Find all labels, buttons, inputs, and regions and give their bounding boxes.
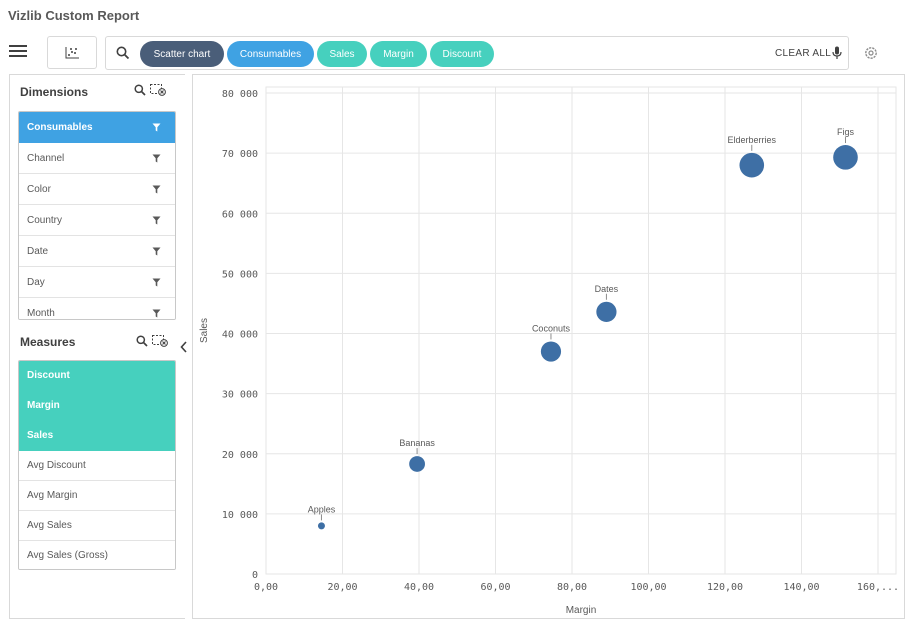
selection-pill[interactable]: Sales <box>317 41 367 67</box>
measure-item-label: Avg Sales (Gross) <box>27 550 108 561</box>
measure-item[interactable]: Sales <box>19 421 175 451</box>
measure-item[interactable]: Avg Sales <box>19 511 175 541</box>
dimension-item[interactable]: Channel <box>19 143 175 174</box>
x-tick-label: 40,00 <box>404 582 434 593</box>
scatter-point[interactable] <box>739 152 765 178</box>
clear-selection-icon[interactable] <box>150 84 166 96</box>
clear-all-button[interactable]: CLEAR ALL <box>775 48 832 59</box>
measure-item-label: Avg Margin <box>27 490 78 501</box>
scatter-chart-icon <box>65 46 79 58</box>
y-tick-label: 0 <box>252 570 258 581</box>
search-icon[interactable] <box>116 46 130 65</box>
search-icon[interactable] <box>134 84 146 96</box>
x-tick-label: 140,00 <box>783 582 819 593</box>
dimension-item-label: Color <box>27 183 51 195</box>
search-icon[interactable] <box>136 335 148 347</box>
filter-icon[interactable] <box>152 154 161 163</box>
measure-item-label: Margin <box>27 400 60 411</box>
dimensions-list: Consumables Channel Color Country Date Day Mon… <box>18 111 176 320</box>
scatter-chart: 0 10 000 20 000 30 000 40 000 50 000 60 000 70 … <box>192 74 905 619</box>
measure-item[interactable]: Avg Margin <box>19 481 175 511</box>
filter-icon[interactable] <box>152 278 161 287</box>
dimension-item-label: Day <box>27 276 45 288</box>
measure-item-label: Discount <box>27 370 70 381</box>
gear-icon[interactable] <box>863 45 879 66</box>
filter-icon[interactable] <box>152 123 161 132</box>
selection-pill[interactable]: Consumables <box>227 41 314 67</box>
scatter-point[interactable] <box>596 301 617 322</box>
dimension-item[interactable]: Consumables <box>19 112 175 143</box>
dimension-item[interactable]: Day <box>19 267 175 298</box>
hamburger-menu-icon[interactable] <box>9 42 27 60</box>
x-tick-label: 160,... <box>857 582 899 593</box>
dimension-item[interactable]: Color <box>19 174 175 205</box>
y-tick-label: 30 000 <box>222 390 258 401</box>
microphone-icon[interactable] <box>832 46 842 65</box>
dimension-item-label: Month <box>27 307 55 319</box>
x-tick-label: 0,00 <box>254 582 278 593</box>
selection-pill[interactable]: Discount <box>430 41 494 67</box>
measure-item[interactable]: Margin <box>19 391 175 421</box>
point-label: Dates <box>595 284 619 294</box>
dimension-item-label: Channel <box>27 152 65 164</box>
filter-icon[interactable] <box>152 309 161 318</box>
filter-icon[interactable] <box>152 216 161 225</box>
x-tick-label: 60,00 <box>480 582 510 593</box>
dimension-item-label: Consumables <box>27 121 93 133</box>
y-axis-title: Sales <box>199 318 210 343</box>
scatter-chart-svg: 0 10 000 20 000 30 000 40 000 50 000 60 000 70 … <box>199 86 899 616</box>
scatter-point[interactable] <box>409 456 425 472</box>
selection-bar: Scatter chart Consumables Sales Margin Disco… <box>105 36 849 70</box>
dimension-item-label: Date <box>27 245 49 257</box>
dimension-item-label: Country <box>27 214 63 226</box>
measure-item-label: Avg Discount <box>27 460 86 471</box>
filter-icon[interactable] <box>152 185 161 194</box>
dimension-item[interactable]: Country <box>19 205 175 236</box>
point-label: Elderberries <box>728 135 777 145</box>
measures-title: Measures <box>20 335 76 349</box>
point-label: Apples <box>308 504 336 514</box>
dimension-item[interactable]: Month <box>19 298 175 319</box>
y-tick-label: 10 000 <box>222 510 258 521</box>
y-tick-label: 60 000 <box>222 209 258 220</box>
dimension-item[interactable]: Date <box>19 236 175 267</box>
measure-item[interactable]: Avg Discount <box>19 451 175 481</box>
x-tick-label: 80,00 <box>557 582 587 593</box>
fields-panel: Dimensions Consumables Channel Color Countr… <box>9 74 185 619</box>
measure-item-label: Sales <box>27 430 54 441</box>
measure-item[interactable]: Discount <box>19 361 175 391</box>
app-title: Vizlib Custom Report <box>8 8 140 23</box>
clear-selection-icon[interactable] <box>152 335 168 347</box>
x-tick-label: 120,00 <box>707 582 743 593</box>
scatter-point[interactable] <box>540 341 562 362</box>
point-label: Coconuts <box>532 323 571 333</box>
y-tick-label: 20 000 <box>222 450 258 461</box>
scatter-point[interactable] <box>317 522 325 530</box>
x-tick-label: 20,00 <box>327 582 357 593</box>
measure-item[interactable]: Avg Sales (Gross) <box>19 541 175 569</box>
y-tick-label: 80 000 <box>222 89 258 100</box>
selection-pill[interactable]: Margin <box>370 41 427 67</box>
point-label: Bananas <box>399 438 435 448</box>
y-tick-label: 40 000 <box>222 330 258 341</box>
scatter-point[interactable] <box>833 145 858 170</box>
measure-item-label: Avg Sales <box>27 520 72 531</box>
point-label: Figs <box>837 127 855 137</box>
collapse-panel-icon[interactable] <box>180 340 188 358</box>
y-tick-label: 50 000 <box>222 269 258 280</box>
dimensions-title: Dimensions <box>20 85 89 99</box>
filter-icon[interactable] <box>152 247 161 256</box>
chart-type-button[interactable] <box>47 36 97 69</box>
measures-list: Discount Margin Sales Avg Discount Avg Margi… <box>18 360 176 570</box>
x-axis-title: Margin <box>566 605 597 616</box>
y-tick-label: 70 000 <box>222 149 258 160</box>
selection-pill[interactable]: Scatter chart <box>140 41 224 67</box>
x-tick-label: 100,00 <box>630 582 666 593</box>
